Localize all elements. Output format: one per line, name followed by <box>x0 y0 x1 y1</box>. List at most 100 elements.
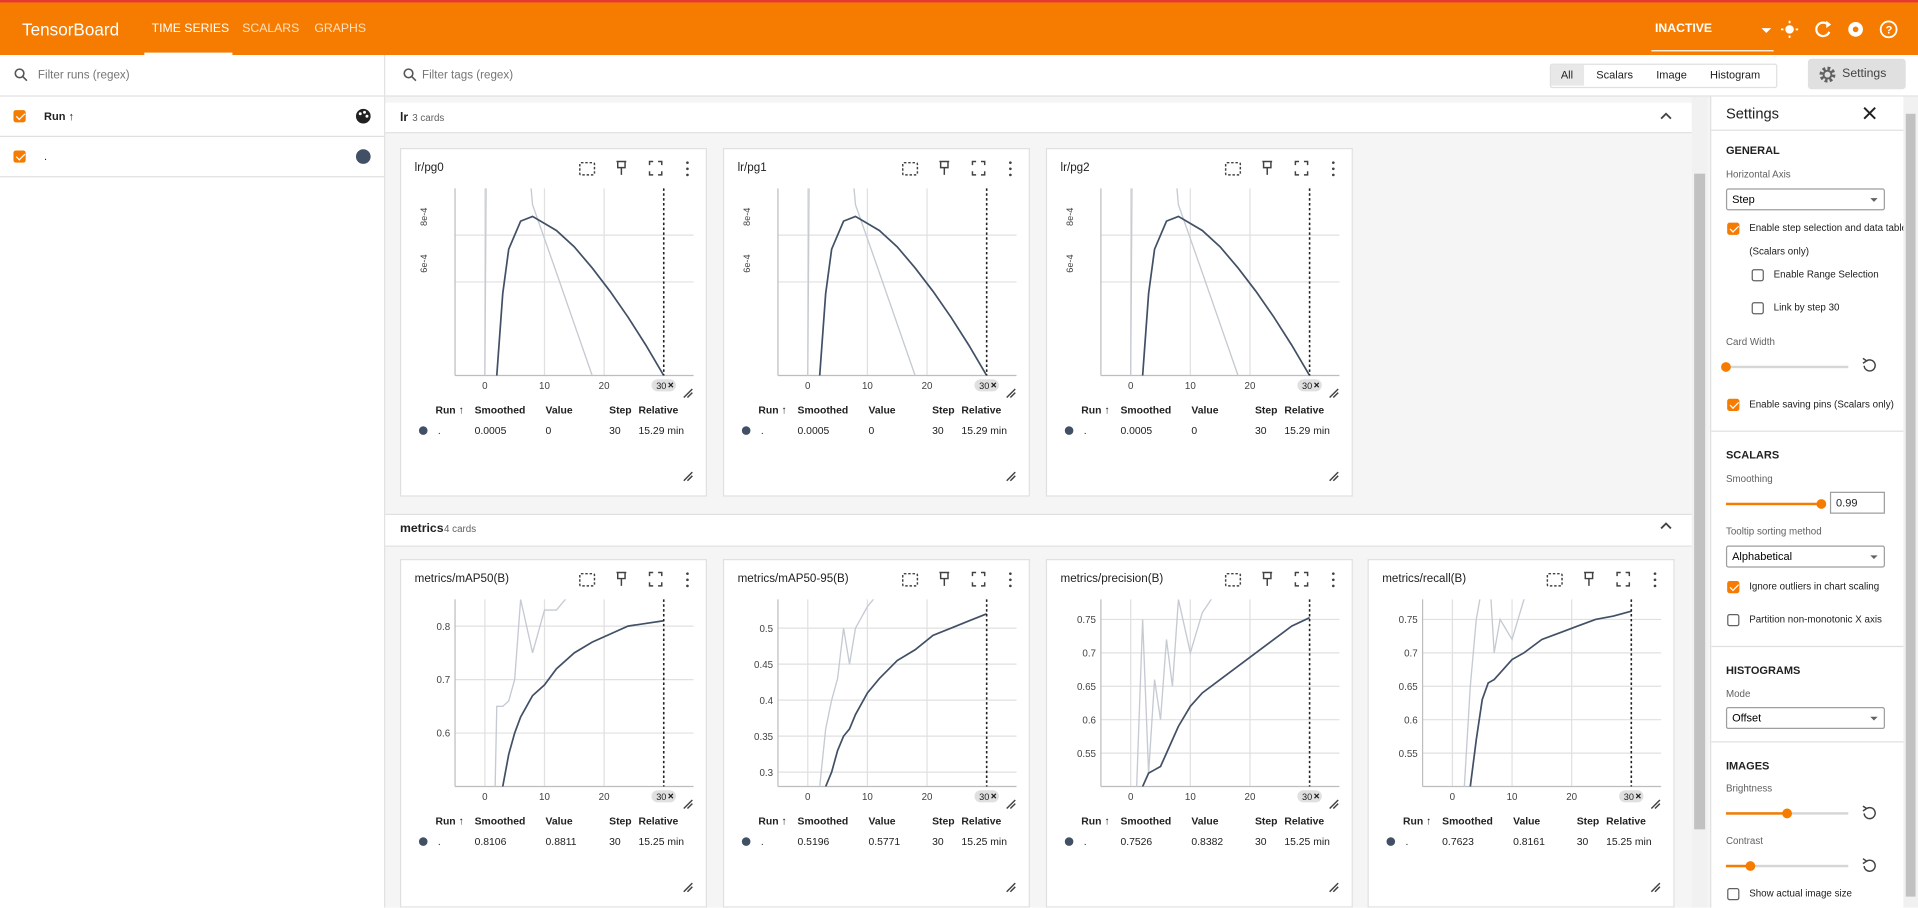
pin-icon[interactable] <box>1262 160 1273 175</box>
more-icon[interactable] <box>1009 572 1012 576</box>
settings-button-label[interactable]: Settings <box>1842 67 1887 81</box>
card-toolbar[interactable] <box>1224 571 1335 588</box>
group-header[interactable] <box>385 102 1692 134</box>
step-badge-close[interactable] <box>991 382 997 388</box>
resize-icon[interactable] <box>1329 882 1339 893</box>
slider-thumb[interactable] <box>1745 861 1756 871</box>
fullscreen-icon[interactable] <box>971 160 986 176</box>
run-column-header[interactable]: Run ↑ <box>44 110 75 123</box>
pin-icon[interactable] <box>939 571 950 586</box>
mode-select[interactable]: Offset <box>1725 707 1885 730</box>
header-icons[interactable]: ? <box>1757 15 1904 44</box>
step-badge-close[interactable] <box>1635 793 1641 799</box>
checkbox[interactable] <box>1727 222 1740 235</box>
fit-icon[interactable] <box>901 161 919 176</box>
resize-icon[interactable] <box>683 882 693 893</box>
tooltip-sort-select[interactable]: Alphabetical <box>1725 545 1885 568</box>
step-badge[interactable] <box>974 379 999 392</box>
resize-icon[interactable] <box>1650 882 1661 893</box>
checkbox[interactable] <box>1727 398 1740 411</box>
card-toolbar[interactable] <box>579 571 689 588</box>
more-icon[interactable] <box>1331 572 1335 576</box>
fullscreen-icon[interactable] <box>1294 571 1309 587</box>
checkbox[interactable] <box>1727 614 1740 627</box>
card-width-slider[interactable] <box>1725 365 1849 369</box>
pin-icon[interactable] <box>939 160 950 175</box>
group-header[interactable] <box>385 513 1692 547</box>
step-badge-close[interactable] <box>668 382 674 388</box>
nav-tab[interactable]: TIME SERIES <box>151 22 230 36</box>
more-icon[interactable] <box>1331 167 1335 171</box>
status-select[interactable]: INACTIVE <box>1655 22 1713 36</box>
type-button-label[interactable]: All <box>1560 68 1574 81</box>
more-icon[interactable] <box>1009 584 1012 588</box>
fullscreen-icon[interactable] <box>1616 571 1631 587</box>
more-icon[interactable] <box>686 572 689 576</box>
more-icon[interactable] <box>1653 584 1657 588</box>
reset-icon[interactable] <box>1861 857 1878 874</box>
step-badge-close[interactable] <box>668 793 674 799</box>
close-icon[interactable] <box>1863 106 1876 120</box>
type-button-label[interactable]: Scalars <box>1596 68 1634 81</box>
pin-icon[interactable] <box>1262 571 1273 586</box>
slider-thumb[interactable] <box>1782 808 1793 819</box>
more-icon[interactable] <box>1331 173 1335 177</box>
slider-thumb[interactable] <box>1816 499 1827 509</box>
run-color[interactable] <box>355 149 371 164</box>
more-icon[interactable] <box>686 584 689 588</box>
step-badge-close[interactable] <box>991 793 997 799</box>
step-badge[interactable] <box>651 790 676 803</box>
checkbox[interactable] <box>1727 581 1740 594</box>
step-badge[interactable] <box>974 790 999 803</box>
fit-icon[interactable] <box>1546 572 1563 587</box>
more-icon[interactable] <box>686 167 689 171</box>
more-icon[interactable] <box>1331 578 1335 582</box>
fit-icon[interactable] <box>1224 161 1242 176</box>
pin-icon[interactable] <box>1584 571 1594 586</box>
step-badge-close[interactable] <box>1314 382 1320 388</box>
pin-icon[interactable] <box>616 571 627 586</box>
checkbox[interactable] <box>1751 269 1764 282</box>
card-toolbar[interactable] <box>1224 160 1335 177</box>
resize-icon[interactable] <box>683 799 693 810</box>
smoothing-slider[interactable] <box>1725 502 1822 506</box>
card-toolbar[interactable] <box>1546 571 1657 588</box>
page-scrollbar[interactable] <box>1903 96 1918 908</box>
runs-filter[interactable]: Filter runs (regex) <box>37 68 130 82</box>
tags-filter[interactable]: Filter tags (regex) <box>422 68 514 82</box>
more-icon[interactable] <box>686 578 689 582</box>
checkbox[interactable] <box>1727 888 1740 901</box>
step-badge[interactable] <box>651 379 676 392</box>
step-badge[interactable] <box>1297 790 1322 803</box>
more-icon[interactable] <box>1009 161 1012 165</box>
fit-icon[interactable] <box>579 161 596 176</box>
resize-icon[interactable] <box>1006 471 1016 482</box>
resize-icon[interactable] <box>1329 388 1339 399</box>
more-icon[interactable] <box>1331 584 1335 588</box>
fit-icon[interactable] <box>579 572 596 587</box>
more-icon[interactable] <box>1009 173 1012 177</box>
more-icon[interactable] <box>1653 578 1657 582</box>
resize-icon[interactable] <box>1650 799 1661 810</box>
contrast-slider[interactable] <box>1725 864 1849 868</box>
resize-icon[interactable] <box>1329 471 1339 482</box>
nav-tab[interactable]: SCALARS <box>242 22 300 36</box>
fullscreen-icon[interactable] <box>971 571 986 587</box>
more-icon[interactable] <box>1009 578 1012 582</box>
fit-icon[interactable] <box>901 572 919 587</box>
horizontal-axis-select[interactable]: Step <box>1725 188 1885 211</box>
card-toolbar[interactable] <box>579 160 689 177</box>
fullscreen-icon[interactable] <box>648 160 663 176</box>
resize-icon[interactable] <box>683 388 693 399</box>
run-checkbox[interactable] <box>13 150 26 163</box>
step-badge-close[interactable] <box>1314 793 1320 799</box>
more-icon[interactable] <box>1009 167 1012 171</box>
more-icon[interactable] <box>1331 161 1335 165</box>
nav-tab[interactable]: GRAPHS <box>314 22 367 36</box>
type-button[interactable] <box>1551 64 1585 86</box>
resize-icon[interactable] <box>1006 882 1016 893</box>
fullscreen-icon[interactable] <box>1294 160 1309 176</box>
more-icon[interactable] <box>686 161 689 165</box>
resize-icon[interactable] <box>683 471 693 482</box>
pin-icon[interactable] <box>616 160 627 175</box>
